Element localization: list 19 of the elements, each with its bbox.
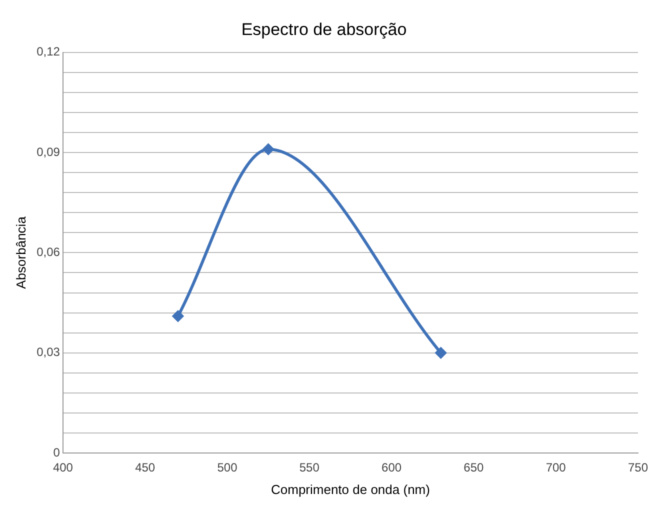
x-tick-label: 750 [628, 460, 648, 475]
point [262, 144, 274, 155]
x-tick-label: 700 [546, 460, 566, 475]
y-tick-label: 0,06 [36, 245, 60, 260]
y-tick-label: 0,09 [36, 144, 60, 159]
x-axis-title: Comprimento de onda (nm) [270, 482, 430, 497]
x-tick-label: 400 [52, 460, 74, 475]
x-tick-label: 650 [464, 460, 484, 475]
x-tick-label: 600 [382, 460, 402, 475]
y-tick-label: 0 [53, 445, 60, 460]
point [172, 310, 184, 322]
chart-title: Espectro de absorção [241, 20, 407, 39]
y-tick-label: 0,12 [36, 44, 60, 59]
x-tick-label: 550 [299, 460, 320, 475]
y-tick-label: 0,03 [36, 345, 60, 360]
x-tick-label: 450 [135, 460, 156, 475]
point [435, 347, 446, 358]
x-tick-label: 500 [217, 460, 238, 475]
y-axis-title: Absorbância [13, 216, 28, 289]
